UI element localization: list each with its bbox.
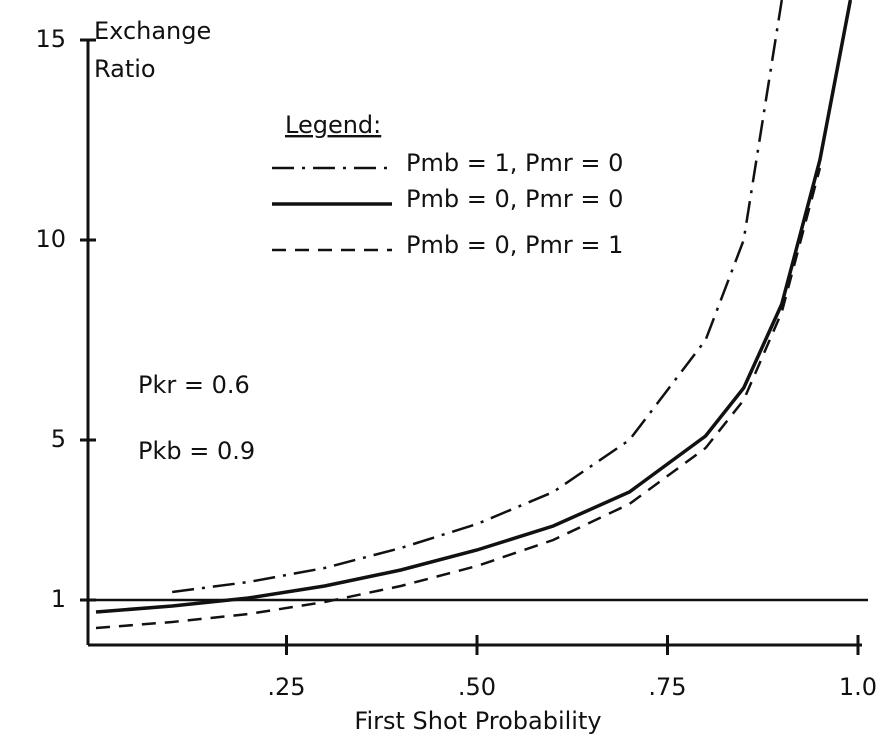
series-line bbox=[95, 0, 853, 614]
x-tick-label: 1.0 bbox=[839, 673, 877, 701]
legend-label: Pmb = 0, Pmr = 1 bbox=[406, 231, 623, 259]
y-axis-label: Ratio bbox=[94, 55, 156, 83]
y-tick-label: 15 bbox=[35, 25, 66, 53]
x-tick-label: .75 bbox=[648, 673, 686, 701]
legend-label: Pmb = 0, Pmr = 0 bbox=[406, 185, 623, 213]
series-line bbox=[172, 0, 784, 594]
y-tick-label: 10 bbox=[35, 225, 66, 253]
x-tick-label: .50 bbox=[458, 673, 496, 701]
series-line bbox=[95, 167, 822, 630]
legend-label: Pmb = 1, Pmr = 0 bbox=[406, 149, 623, 177]
y-tick-label: 1 bbox=[51, 585, 66, 613]
y-tick-label: 5 bbox=[51, 425, 66, 453]
annotation: Pkb = 0.9 bbox=[138, 437, 255, 465]
x-tick-label: .25 bbox=[267, 673, 305, 701]
legend-title: Legend: bbox=[285, 111, 381, 139]
y-axis-label: Exchange bbox=[94, 17, 211, 45]
annotation: Pkr = 0.6 bbox=[138, 371, 250, 399]
x-axis-label: First Shot Probability bbox=[354, 707, 601, 735]
